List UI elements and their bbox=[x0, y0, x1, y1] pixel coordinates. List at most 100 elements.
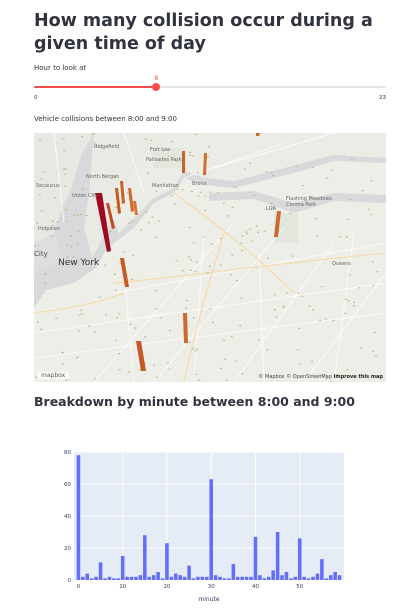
osm-attribution-link[interactable]: © OpenStreetMap bbox=[286, 374, 332, 380]
bar-minute-47[interactable] bbox=[284, 572, 289, 580]
collision-dot bbox=[211, 321, 214, 324]
bar-minute-7[interactable] bbox=[107, 576, 112, 580]
collision-dot bbox=[118, 353, 120, 355]
bar-minute-10[interactable] bbox=[120, 556, 125, 580]
bar-minute-2[interactable] bbox=[85, 573, 90, 580]
collision-dot bbox=[248, 228, 251, 230]
bar-minute-48[interactable] bbox=[289, 578, 293, 580]
collision-dot bbox=[368, 208, 371, 210]
bar-minute-6[interactable] bbox=[103, 578, 107, 580]
collision-dot bbox=[93, 142, 96, 144]
bar-minute-59[interactable] bbox=[337, 575, 342, 580]
bar-minute-5[interactable] bbox=[98, 562, 103, 580]
bar-minute-52[interactable] bbox=[306, 578, 311, 580]
map-city-label: New York bbox=[58, 258, 100, 268]
bar-minute-39[interactable] bbox=[249, 576, 253, 580]
bar-minute-11[interactable] bbox=[125, 576, 129, 580]
bar-minute-54[interactable] bbox=[315, 573, 320, 580]
bar-minute-40[interactable] bbox=[253, 536, 258, 580]
bar-minute-56[interactable] bbox=[324, 578, 329, 580]
bar-minute-38[interactable] bbox=[244, 576, 249, 580]
collision-dot bbox=[145, 211, 148, 213]
collision-dot bbox=[134, 327, 137, 329]
collision-dot bbox=[189, 154, 192, 156]
mapbox-attribution-link[interactable]: © Mapbox bbox=[258, 374, 285, 380]
bar-minute-34[interactable] bbox=[227, 578, 231, 580]
bar-minute-33[interactable] bbox=[222, 578, 227, 580]
bar-minute-13[interactable] bbox=[134, 576, 138, 580]
bar-minute-57[interactable] bbox=[328, 575, 333, 580]
hour-slider[interactable]: 8 bbox=[34, 75, 386, 91]
bar-minute-35[interactable] bbox=[231, 564, 236, 580]
collision-dot bbox=[109, 231, 112, 233]
bar-minute-55[interactable] bbox=[320, 559, 324, 580]
bar-minute-44[interactable] bbox=[271, 570, 275, 580]
collision-dot bbox=[372, 350, 375, 352]
bar-minute-42[interactable] bbox=[262, 578, 267, 580]
bar-minute-25[interactable] bbox=[187, 565, 191, 580]
bar-minute-51[interactable] bbox=[302, 576, 306, 580]
collision-dot bbox=[176, 188, 179, 190]
mapbox-logo[interactable]: mapbox bbox=[37, 372, 70, 379]
bar-minute-45[interactable] bbox=[275, 532, 280, 580]
bar-minute-23[interactable] bbox=[178, 575, 182, 580]
map-place-label: North Bergen bbox=[86, 174, 120, 180]
bar-minute-20[interactable] bbox=[165, 543, 169, 580]
bar-minute-18[interactable] bbox=[156, 572, 160, 580]
bar-minute-4[interactable] bbox=[94, 576, 98, 580]
collision-dot bbox=[147, 222, 150, 224]
bar-minute-53[interactable] bbox=[311, 576, 315, 580]
collision-dot bbox=[364, 374, 367, 376]
collision-dot bbox=[189, 151, 191, 153]
bar-minute-15[interactable] bbox=[143, 535, 147, 580]
bar-minute-14[interactable] bbox=[138, 575, 143, 580]
bar-minute-46[interactable] bbox=[280, 575, 284, 580]
slider-thumb[interactable] bbox=[152, 83, 161, 91]
bar-minute-27[interactable] bbox=[196, 576, 200, 580]
bar-minute-36[interactable] bbox=[236, 576, 240, 580]
bar-minute-49[interactable] bbox=[293, 576, 298, 580]
bar-minute-21[interactable] bbox=[169, 576, 174, 580]
collision-dot bbox=[219, 367, 222, 369]
collision-map[interactable]: New York Secaucus Union City Hoboken Nor… bbox=[34, 133, 386, 382]
improve-map-link[interactable]: Improve this map bbox=[333, 374, 384, 380]
bar-minute-58[interactable] bbox=[333, 572, 337, 580]
collision-dot bbox=[169, 329, 171, 332]
bar-minute-41[interactable] bbox=[258, 575, 262, 580]
bar-minute-43[interactable] bbox=[266, 576, 271, 580]
bar-minute-0[interactable] bbox=[76, 455, 81, 580]
collision-dot bbox=[255, 225, 258, 227]
collision-dot bbox=[155, 290, 158, 292]
collision-dot bbox=[81, 136, 84, 138]
bar-minute-31[interactable] bbox=[213, 575, 218, 580]
collision-dot bbox=[350, 159, 353, 161]
map-place-label: Secaucus bbox=[36, 183, 60, 189]
collision-dot bbox=[289, 212, 292, 214]
bar-minute-12[interactable] bbox=[129, 576, 134, 580]
bar-minute-16[interactable] bbox=[147, 576, 152, 580]
collision-dot bbox=[188, 226, 191, 229]
bar-minute-8[interactable] bbox=[112, 578, 116, 580]
collision-dot bbox=[272, 175, 275, 177]
collision-dot bbox=[267, 257, 269, 259]
bar-minute-28[interactable] bbox=[200, 576, 205, 580]
bar-minute-30[interactable] bbox=[209, 479, 213, 580]
bar-minute-1[interactable] bbox=[81, 576, 85, 580]
bar-minute-19[interactable] bbox=[160, 578, 165, 580]
minute-histogram[interactable]: 0 20 40 60 80 0 10 20 30 40 50 minute crashes bbox=[58, 444, 358, 604]
bar-minute-29[interactable] bbox=[205, 576, 209, 580]
bar-minute-32[interactable] bbox=[218, 576, 222, 580]
bar-minute-22[interactable] bbox=[174, 573, 178, 580]
bar-minute-26[interactable] bbox=[191, 578, 196, 580]
x-tick-label: 50 bbox=[296, 584, 303, 590]
collision-column bbox=[203, 153, 207, 175]
bar-minute-37[interactable] bbox=[240, 576, 244, 580]
collision-dot bbox=[370, 180, 373, 182]
bar-minute-50[interactable] bbox=[297, 538, 302, 580]
bar-minute-9[interactable] bbox=[116, 578, 121, 580]
y-axis-label: crashes bbox=[58, 504, 59, 527]
bar-minute-3[interactable] bbox=[89, 578, 94, 580]
collision-column bbox=[120, 181, 125, 204]
bar-minute-17[interactable] bbox=[151, 575, 156, 580]
bar-minute-24[interactable] bbox=[182, 576, 187, 580]
